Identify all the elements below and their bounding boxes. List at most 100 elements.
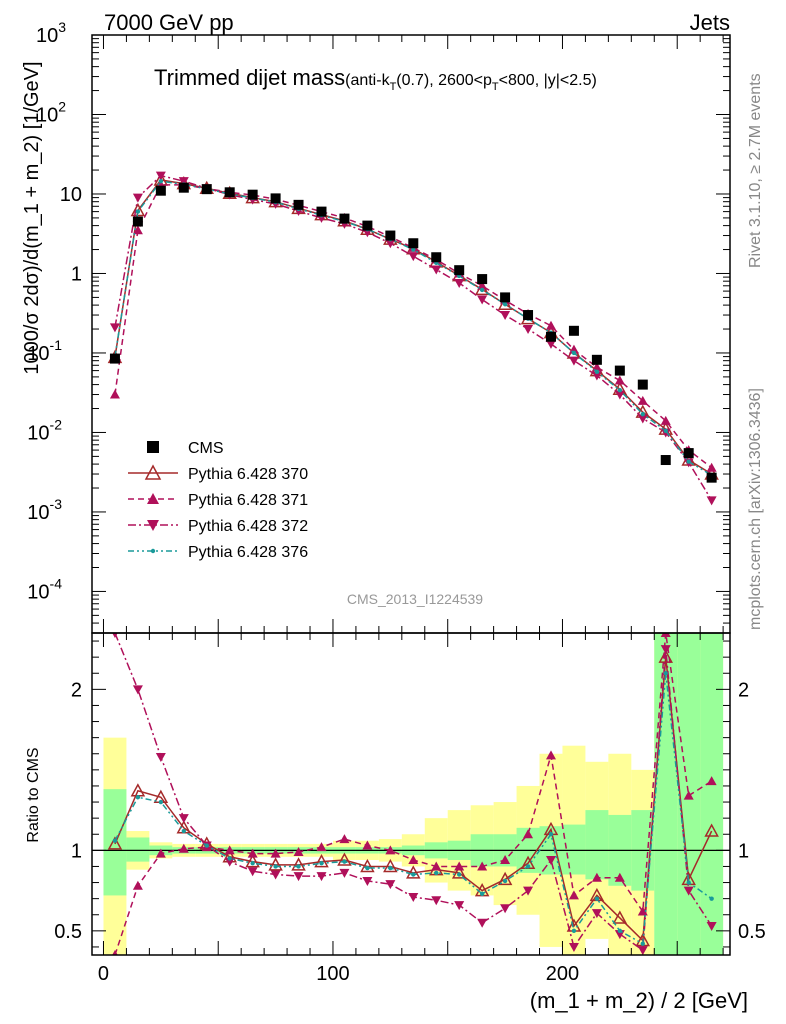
cms-data-point xyxy=(500,292,511,303)
title-sub-kt: T xyxy=(390,81,397,93)
series-3-main-point xyxy=(706,496,717,506)
series-2-ratio-point xyxy=(247,848,258,858)
legend-marker xyxy=(150,548,156,554)
main-y-tick-base: 10 xyxy=(36,25,58,47)
series-1-ratio-point xyxy=(314,854,329,868)
main-y-tick-base: 10 xyxy=(27,343,49,365)
ratio-y-tick-label-right: 2 xyxy=(738,679,749,701)
main-y-tick-exp: 3 xyxy=(58,19,66,35)
series-2-main-point xyxy=(614,375,625,385)
series-1-ratio-point xyxy=(268,857,283,871)
cms-data-point xyxy=(132,216,143,227)
series-4-ratio-point xyxy=(709,896,714,901)
series-3-ratio-point xyxy=(247,867,258,877)
cms-data-point xyxy=(385,230,396,241)
ratio-y-tick-label-right: 1 xyxy=(738,840,749,862)
main-y-tick-label: 10-3 xyxy=(27,496,62,524)
cms-data-point xyxy=(270,193,281,204)
series-3-ratio-point xyxy=(385,880,396,890)
series-2-main-point xyxy=(706,462,717,472)
series-2-ratio-point xyxy=(591,872,602,882)
ratio-y-tick-label-left: 1 xyxy=(71,840,82,862)
series-2-ratio-point xyxy=(568,890,579,900)
series-4-main-point xyxy=(640,411,645,417)
series-1-ratio-point xyxy=(612,910,628,924)
series-4-ratio-point xyxy=(365,865,370,871)
series-3-main-point xyxy=(568,356,579,366)
x-tick-label: 100 xyxy=(316,963,349,985)
cms-data-point xyxy=(247,189,258,200)
series-1-ratio-point xyxy=(360,858,375,873)
cms-data-point xyxy=(201,184,212,195)
series-3-main-point xyxy=(545,339,556,349)
series-4-ratio-point xyxy=(479,891,485,897)
series-4-ratio-point xyxy=(204,843,209,848)
cms-data-point xyxy=(545,331,556,342)
green-band-bin xyxy=(585,810,609,880)
legend: CMS Pythia 6.428 370 Pythia 6.428 371 Pythi… xyxy=(128,440,308,561)
series-4-main-point xyxy=(571,350,577,356)
main-y-tick-label: 10 xyxy=(60,184,82,206)
main-y-tick-label: 103 xyxy=(36,19,66,47)
series-2-main-point xyxy=(660,415,671,425)
series-4-ratio-point xyxy=(434,870,439,876)
main-y-tick-base: 10 xyxy=(27,502,49,524)
series-4-ratio-point xyxy=(548,832,554,837)
cms-data-point xyxy=(339,213,350,224)
main-series xyxy=(107,171,719,506)
series-4-main-point xyxy=(411,247,416,252)
title-sub-suffix: <800, |y|<2.5) xyxy=(499,72,597,89)
series-4-main-point xyxy=(617,388,623,393)
series-4-main-point xyxy=(479,287,485,293)
x-tick-label: 0 xyxy=(98,963,109,985)
series-3-main-point xyxy=(385,239,396,249)
series-4-ratio-point xyxy=(640,941,645,946)
legend-marker xyxy=(147,493,159,504)
series-3-main-point xyxy=(109,323,120,333)
series-2-ratio-point xyxy=(155,848,166,858)
ratio-bands xyxy=(103,633,724,955)
series-3-ratio-point xyxy=(637,946,648,955)
green-band-bin xyxy=(654,633,678,955)
series-3-ratio-point xyxy=(132,685,143,695)
series-4-main-point xyxy=(663,428,668,433)
series-4-main-point xyxy=(158,178,164,184)
green-band-bin xyxy=(562,824,586,875)
ratio-y-tick-label-right: 0.5 xyxy=(738,921,766,943)
cms-data-point xyxy=(224,187,235,198)
series-4-main-point xyxy=(135,209,141,214)
main-y-tick-label: 102 xyxy=(36,98,66,126)
series-3-ratio-point xyxy=(454,901,465,911)
cms-data-point xyxy=(408,238,419,249)
series-2-ratio-point xyxy=(706,776,717,786)
analysis-id: CMS_2013_I1224539 xyxy=(347,591,483,607)
series-3-ratio-point xyxy=(316,872,327,882)
legend-label: CMS xyxy=(188,440,224,457)
series-3-main-point xyxy=(431,265,442,275)
cms-data-point xyxy=(591,354,602,365)
cms-data-point xyxy=(293,199,304,210)
cms-data-point xyxy=(683,448,694,459)
series-2-main-point xyxy=(545,320,556,330)
ratio-frame xyxy=(91,632,731,956)
series-3-ratio-point xyxy=(683,886,694,896)
title-sub-pt: T xyxy=(492,81,499,93)
series-4-ratio-point xyxy=(663,671,668,676)
title-main: Trimmed dijet mass xyxy=(154,65,345,90)
series-4-ratio-point xyxy=(112,838,118,843)
title-sub-prefix: (anti-k xyxy=(345,72,390,89)
series-3-ratio-point xyxy=(660,645,671,655)
legend-label: Pythia 6.428 371 xyxy=(188,492,308,509)
series-3-ratio-point xyxy=(568,942,579,952)
series-2-main-line xyxy=(114,184,713,469)
series-2-ratio-point xyxy=(683,790,694,800)
series-2-ratio-point xyxy=(477,861,488,871)
series-1-ratio-point xyxy=(451,865,467,879)
main-y-tick-exp: -4 xyxy=(50,575,63,591)
mcplots-label: mcplots.cern.ch [arXiv:1306.3436] xyxy=(747,388,764,630)
series-3-main-point xyxy=(500,311,511,321)
series-4-ratio-point xyxy=(319,861,324,866)
cms-data-point xyxy=(155,185,166,196)
